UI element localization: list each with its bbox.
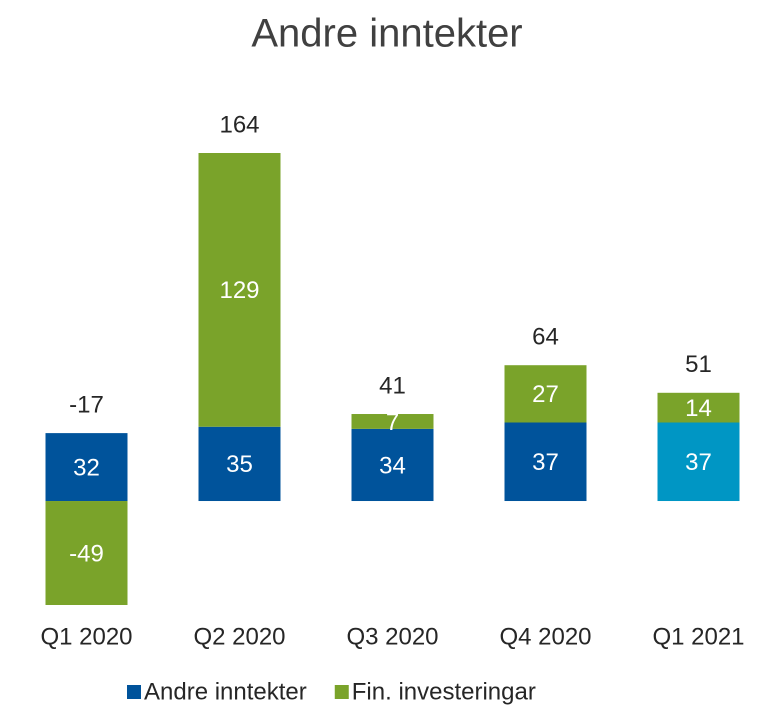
value-label: 35 — [226, 451, 253, 478]
value-label: 34 — [379, 452, 406, 479]
bar-segment — [657, 392, 740, 423]
bar-segment — [657, 422, 740, 502]
value-label: 14 — [685, 395, 712, 422]
bar-segment — [198, 426, 281, 502]
legend-swatch — [334, 685, 349, 699]
total-label: 41 — [379, 372, 406, 399]
value-label: 129 — [219, 277, 259, 304]
value-label: -49 — [69, 540, 104, 567]
total-label: 64 — [532, 324, 559, 351]
bar-segment — [351, 414, 434, 429]
x-tick-label: Q1 2020 — [40, 623, 132, 650]
value-label: 7 — [386, 409, 399, 436]
legend-swatch — [127, 685, 141, 699]
x-tick-label: Q1 2021 — [652, 623, 744, 650]
x-tick-label: Q4 2020 — [499, 623, 591, 650]
total-label: -17 — [69, 391, 104, 418]
value-label: 37 — [685, 449, 712, 476]
legend-label: Fin. investeringar — [352, 678, 536, 705]
legend-label: Andre inntekter — [144, 678, 307, 705]
total-label: 164 — [219, 111, 259, 138]
bar-segment — [198, 153, 281, 427]
value-label: 27 — [532, 381, 559, 408]
bar-segment — [504, 365, 587, 423]
total-label: 51 — [685, 351, 712, 378]
chart-title: Andre inntekter — [251, 12, 522, 56]
value-label: 32 — [73, 454, 100, 481]
bar-segment — [504, 422, 587, 502]
x-tick-label: Q2 2020 — [193, 623, 285, 650]
x-tick-label: Q3 2020 — [346, 623, 438, 650]
value-label: 37 — [532, 449, 559, 476]
bar-segment — [45, 501, 128, 605]
bar-segment — [45, 433, 128, 502]
bar-segment — [351, 428, 434, 502]
